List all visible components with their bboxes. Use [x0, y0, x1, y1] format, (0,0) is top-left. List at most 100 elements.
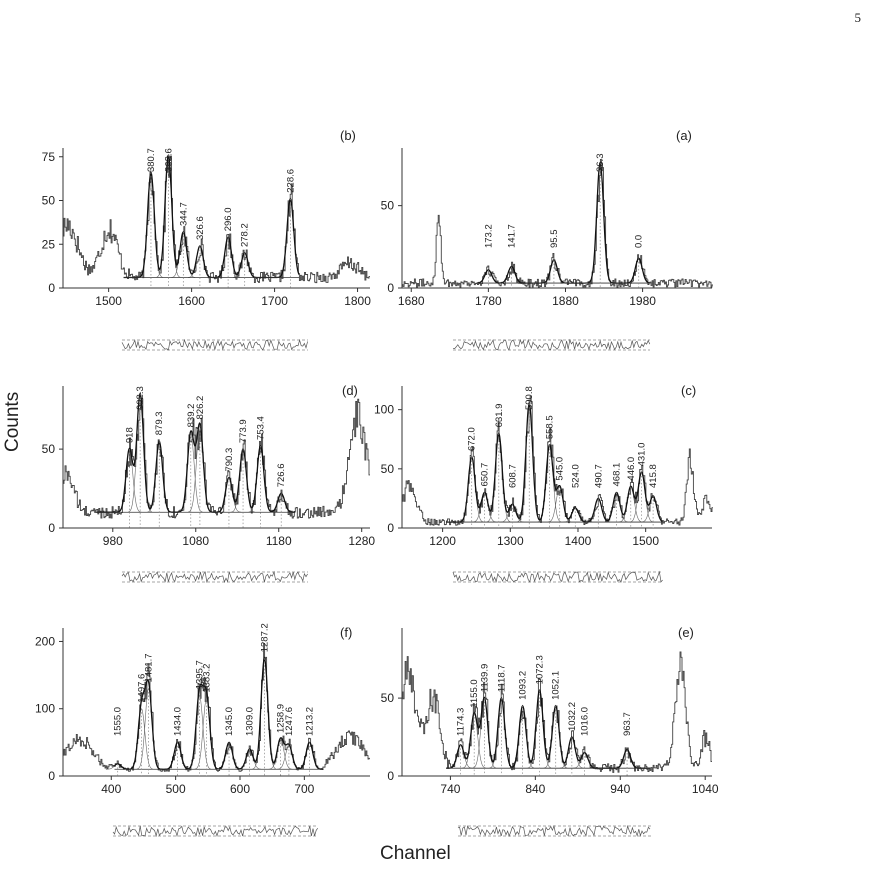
peak-label: 545.0: [555, 457, 566, 481]
x-tick-label: 1400: [565, 534, 592, 548]
peak-label: 1032.2: [567, 702, 578, 731]
x-tick-label: 840: [525, 782, 545, 796]
peak-label: 839.2: [186, 404, 197, 428]
peak-label: 490.7: [593, 464, 604, 488]
x-tick-label: 400: [101, 782, 121, 796]
y-tick-label: 200: [35, 634, 55, 648]
residual-plot: [112, 825, 319, 838]
peak-label: 363.6: [163, 148, 174, 172]
peak-label: 1287.2: [259, 623, 270, 652]
peak-label: 1072.3: [535, 655, 546, 684]
y-tick-label: 50: [42, 194, 56, 208]
panel-label: (b): [340, 128, 356, 143]
panel-label: (d): [342, 383, 358, 398]
total-fit: [446, 402, 663, 523]
spectrum-data: [63, 155, 370, 284]
peak-label: 1139.9: [479, 664, 490, 692]
peak-label: 173.2: [483, 224, 494, 248]
peak-label: 524.0: [570, 464, 581, 488]
peak-label: 918: [124, 427, 135, 443]
panel-c: 0 50 100 1200 1300 1400 1500 (c) 672.0 650.7 631.9…: [374, 383, 713, 583]
peak-label: 1434.0: [173, 707, 184, 736]
peak-label: 1174.3: [456, 708, 467, 736]
x-tick-label: 1980: [629, 294, 656, 308]
peak-label: 431.0: [637, 443, 648, 467]
peak-label: 1118.7: [496, 664, 507, 692]
peak-label: 1555.0: [113, 707, 124, 736]
peak-label: 902.3: [135, 386, 146, 410]
residual-trace: [121, 338, 308, 351]
peak-label: 326.6: [195, 216, 206, 240]
peak-label: 963.7: [622, 712, 633, 736]
peak-label: 415.8: [648, 464, 659, 488]
x-tick-label: 1180: [266, 534, 292, 548]
residual-trace: [457, 824, 651, 837]
residual-trace: [452, 570, 663, 583]
y-tick-label: 0: [48, 521, 55, 535]
residual-plot: [452, 570, 663, 583]
peak-label: 1345.0: [224, 707, 235, 736]
residual-trace: [112, 825, 319, 838]
peak-label: 0.0: [634, 235, 645, 248]
x-tick-label: 1700: [261, 294, 288, 308]
total-fit: [123, 154, 300, 279]
peak-label: 1481.7: [144, 653, 155, 682]
y-tick-label: 50: [42, 442, 56, 456]
x-tick-label: 1800: [344, 294, 371, 308]
x-axis-title: Channel: [380, 843, 451, 864]
peak-label: 1383.2: [202, 664, 213, 693]
residual-trace: [121, 570, 308, 583]
peak-label: 228.6: [285, 169, 296, 193]
spectrum-data: [63, 642, 370, 772]
x-tick-label: 1680: [398, 294, 425, 308]
panel-label: (c): [681, 383, 696, 398]
peak-label: 726.6: [276, 464, 287, 488]
peak-label: 650.7: [480, 463, 491, 487]
x-tick-label: 940: [610, 782, 630, 796]
panel-label: (e): [678, 625, 694, 640]
peak-label: 1247.6: [284, 707, 295, 736]
peak-label: 1155.0: [469, 679, 480, 707]
page-number: 5: [854, 10, 862, 25]
peak-label: 631.9: [494, 404, 505, 428]
y-tick-label: 0: [387, 769, 394, 783]
y-tick-label: 25: [42, 237, 56, 251]
y-tick-label: 0: [387, 281, 394, 295]
x-tick-label: 1500: [95, 294, 122, 308]
peak-label: 672.0: [467, 427, 478, 451]
x-tick-label: 1780: [475, 294, 502, 308]
x-tick-label: 1080: [182, 534, 209, 548]
peak-label: 344.7: [178, 202, 189, 226]
peak-label: 36.3: [595, 154, 606, 173]
peak-label: 608.7: [507, 464, 518, 488]
panel-label: (a): [676, 128, 692, 143]
x-tick-label: 1200: [429, 534, 456, 548]
peak-label: 446.0: [626, 457, 637, 481]
x-tick-label: 500: [166, 782, 186, 796]
panel-f: 0 100 200 400 500 600 700 (f) 1555.0 1497.61481.7…: [35, 623, 370, 838]
x-tick-label: 700: [294, 782, 314, 796]
x-tick-label: 600: [230, 782, 250, 796]
peak-label: 826.2: [195, 396, 206, 420]
peak-label: 296.0: [223, 207, 234, 231]
y-tick-label: 50: [381, 462, 395, 476]
peak-label: 558.5: [545, 415, 556, 439]
x-tick-label: 1300: [497, 534, 524, 548]
y-tick-label: 100: [35, 702, 55, 716]
residual-plot: [121, 338, 308, 351]
y-tick-label: 50: [381, 199, 395, 213]
peak-label: 1093.2: [518, 671, 529, 700]
x-tick-label: 1500: [632, 534, 659, 548]
peak-label: 1258.9: [276, 704, 287, 733]
peak-label: 753.4: [255, 416, 266, 440]
panel-b: 0 25 50 75 1500 1600 1700 1800 (b) 380.7 363.6 344.…: [42, 128, 371, 351]
x-tick-label: 740: [440, 782, 460, 796]
peak-label: 278.2: [240, 223, 251, 247]
residual-plot: [452, 338, 651, 351]
x-tick-label: 1880: [552, 294, 579, 308]
peak-label: 1052.1: [551, 671, 562, 700]
total-fit: [476, 161, 650, 284]
panel-label: (f): [340, 625, 352, 640]
peak-label: 468.1: [612, 463, 623, 487]
